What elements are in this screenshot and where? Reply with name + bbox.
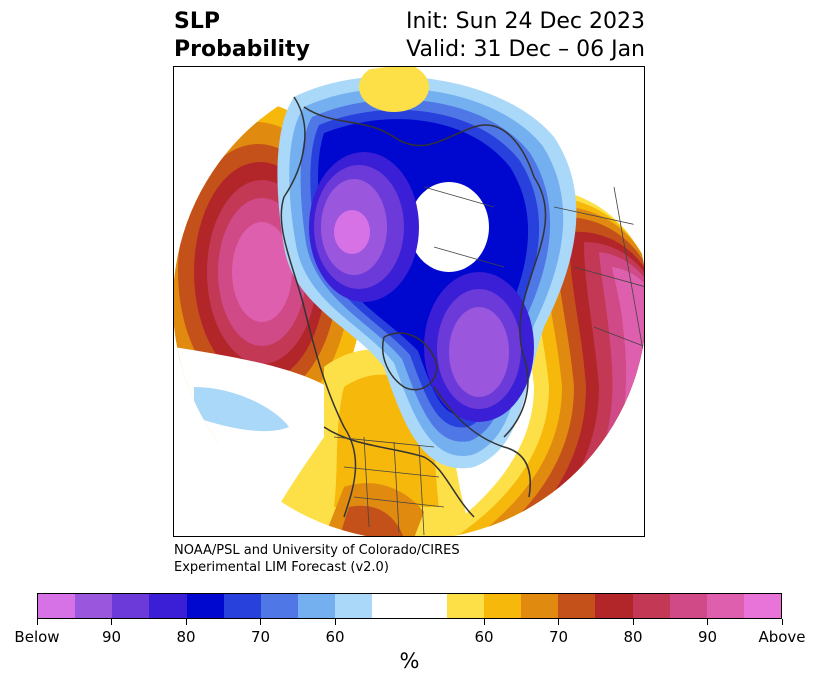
- colorbar-segment: [446, 594, 484, 618]
- colorbar-segment: [521, 594, 559, 618]
- colorbar-tick-label: 70: [250, 628, 271, 646]
- coastlines: [280, 96, 547, 518]
- colorbar-tick-label: 80: [623, 628, 643, 646]
- colorbar-segment: [38, 594, 76, 618]
- colorbar-unit: %: [399, 649, 420, 673]
- colorbar-tick-label: Above: [758, 628, 806, 646]
- variable-label: SLP: [174, 9, 220, 34]
- siberia-below-region: [424, 272, 534, 422]
- map-svg: [174, 67, 644, 536]
- probability-map: [173, 66, 645, 537]
- colorbar-segment: [372, 594, 410, 618]
- colorbar-segment: [186, 594, 224, 618]
- colorbar-tick-label: 90: [101, 628, 122, 646]
- colorbar-segment: [558, 594, 596, 618]
- colorbar-tick: [707, 619, 708, 625]
- init-date: Init: Sun 24 Dec 2023: [406, 9, 645, 34]
- colorbar-tick: [483, 619, 485, 625]
- greenland-below-region: [309, 152, 419, 302]
- colorbar-segment: [149, 594, 187, 618]
- forecast-dates: Init: Sun 24 Dec 2023 Valid: 31 Dec – 06…: [406, 8, 645, 64]
- colorbar-segment: [112, 594, 150, 618]
- map-title: SLP Probability: [174, 8, 310, 64]
- colorbar-tick: [36, 619, 38, 625]
- colorbar-segment: [669, 594, 707, 618]
- colorbar-tick: [558, 619, 559, 625]
- colorbar-tick: [260, 619, 261, 625]
- colorbar: [37, 593, 782, 619]
- colorbar-segment: [335, 594, 373, 618]
- pacific-below-patch: [194, 387, 289, 432]
- colorbar-segment: [223, 594, 261, 618]
- arctic-above-patch: [359, 67, 429, 112]
- credit-line-2: Experimental LIM Forecast (v2.0): [174, 560, 389, 575]
- colorbar-segment: [75, 594, 113, 618]
- colorbar-tick-label: 90: [697, 628, 718, 646]
- valid-date: Valid: 31 Dec – 06 Jan: [406, 37, 645, 62]
- product-label: Probability: [174, 37, 310, 62]
- colorbar-tick: [111, 619, 112, 625]
- arctic-neutral-patch: [409, 182, 489, 272]
- colorbar-tick-label: Below: [14, 628, 60, 646]
- colorbar-segment: [595, 594, 633, 618]
- colorbar-tick: [632, 619, 634, 625]
- colorbar-tick: [334, 619, 336, 625]
- colorbar-tick: [185, 619, 187, 625]
- credit-text: NOAA/PSL and University of Colorado/CIRE…: [174, 542, 460, 576]
- colorbar-segment: [409, 594, 447, 618]
- colorbar-tick-label: 60: [474, 628, 494, 646]
- colorbar-tick-label: 70: [548, 628, 569, 646]
- colorbar-tick-label: 60: [325, 628, 345, 646]
- colorbar-segment: [706, 594, 744, 618]
- colorbar-segment: [298, 594, 336, 618]
- colorbar-segment: [260, 594, 299, 618]
- colorbar-segment: [483, 594, 522, 618]
- colorbar-segment: [743, 594, 782, 618]
- credit-line-1: NOAA/PSL and University of Colorado/CIRE…: [174, 543, 460, 558]
- colorbar-segment: [632, 594, 670, 618]
- colorbar-tick: [781, 619, 783, 625]
- colorbar-tick-label: 80: [176, 628, 196, 646]
- borders: [333, 186, 644, 536]
